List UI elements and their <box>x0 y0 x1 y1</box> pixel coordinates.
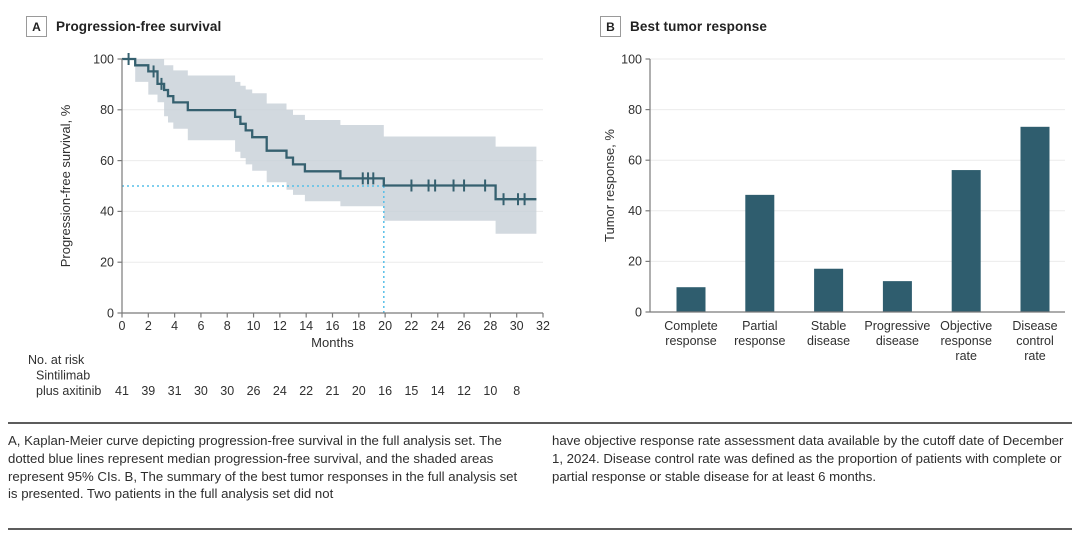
y-tick-label: 40 <box>100 205 114 219</box>
bar-disease-control-rate <box>1020 126 1050 312</box>
bar-category-label: Partial response <box>734 319 785 348</box>
at-risk-value: 10 <box>483 384 497 398</box>
figure-caption: A, Kaplan-Meier curve depicting progress… <box>8 432 1072 503</box>
y-tick-label: 60 <box>100 154 114 168</box>
at-risk-value: 15 <box>404 384 418 398</box>
at-risk-value: 21 <box>326 384 340 398</box>
km-curve <box>122 57 537 201</box>
x-tick-label: 4 <box>171 319 178 333</box>
y-tick-label: 20 <box>628 255 642 269</box>
x-tick-label: 30 <box>510 319 524 333</box>
x-tick-label: 0 <box>119 319 126 333</box>
confidence-band <box>135 59 537 234</box>
at-risk-value: 8 <box>513 384 520 398</box>
x-tick-label: 10 <box>247 319 261 333</box>
panel-b-label: B <box>600 16 621 37</box>
panel-a-title: Progression-free survival <box>56 19 222 34</box>
bar-objective-response-rate <box>951 170 981 312</box>
at-risk-header: No. at risk <box>28 353 85 367</box>
at-risk-value: 31 <box>168 384 182 398</box>
at-risk-value: 20 <box>352 384 366 398</box>
bar-category-label: Stable disease <box>807 319 850 348</box>
bottom-rule <box>8 528 1072 530</box>
at-risk-value: 39 <box>141 384 155 398</box>
y-tick-label: 100 <box>93 52 114 66</box>
at-risk-value: 22 <box>299 384 313 398</box>
at-risk-value: 24 <box>273 384 287 398</box>
x-tick-label: 2 <box>145 319 152 333</box>
x-tick-label: 26 <box>457 319 471 333</box>
y-tick-label: 100 <box>621 52 642 66</box>
at-risk-value: 14 <box>431 384 445 398</box>
panel-b-title: Best tumor response <box>630 19 767 34</box>
x-tick-label: 12 <box>273 319 287 333</box>
caption-left-column: A, Kaplan-Meier curve depicting progress… <box>8 433 518 502</box>
at-risk-group-line1: Sintilimab <box>36 369 90 383</box>
at-risk-value: 41 <box>115 384 129 398</box>
x-axis-title: Months <box>311 335 354 350</box>
y-tick-label: 60 <box>628 154 642 168</box>
x-tick-label: 6 <box>197 319 204 333</box>
y-tick-label: 0 <box>635 305 642 319</box>
y-tick-label: 40 <box>628 204 642 218</box>
caption-right-column: have objective response rate assessment … <box>552 433 1064 484</box>
bar-progressive-disease <box>882 281 912 312</box>
x-tick-label: 32 <box>536 319 550 333</box>
bar-partial-response <box>745 194 775 312</box>
x-tick-label: 20 <box>378 319 392 333</box>
bar-category-label: Disease control rate <box>1012 319 1057 363</box>
x-tick-label: 14 <box>299 319 313 333</box>
at-risk-value: 26 <box>247 384 261 398</box>
at-risk-value: 12 <box>457 384 471 398</box>
y-axis-title: Progression-free survival, % <box>58 104 73 267</box>
y-tick-label: 80 <box>628 103 642 117</box>
bar-category-label: Complete response <box>664 319 718 348</box>
bar-complete-response <box>676 287 706 312</box>
panel-b-header: B Best tumor response <box>600 16 767 37</box>
x-tick-label: 22 <box>404 319 418 333</box>
bar-stable-disease <box>814 268 844 312</box>
y-tick-label: 0 <box>107 306 114 320</box>
x-tick-label: 24 <box>431 319 445 333</box>
at-risk-value: 30 <box>194 384 208 398</box>
x-tick-label: 8 <box>224 319 231 333</box>
y-tick-label: 80 <box>100 103 114 117</box>
at-risk-value: 30 <box>220 384 234 398</box>
at-risk-group-line2: plus axitinib <box>36 384 101 398</box>
bar-category-label: Progressive disease <box>864 319 930 348</box>
at-risk-value: 16 <box>378 384 392 398</box>
y-tick-label: 20 <box>100 256 114 270</box>
caption-top-rule <box>8 422 1072 424</box>
panel-a-label: A <box>26 16 47 37</box>
bar-category-label: Objective response rate <box>940 319 992 363</box>
x-tick-label: 18 <box>352 319 366 333</box>
x-tick-label: 16 <box>326 319 340 333</box>
panel-a-header: A Progression-free survival <box>26 16 221 37</box>
x-tick-label: 28 <box>483 319 497 333</box>
y-axis-title: Tumor response, % <box>602 129 617 242</box>
